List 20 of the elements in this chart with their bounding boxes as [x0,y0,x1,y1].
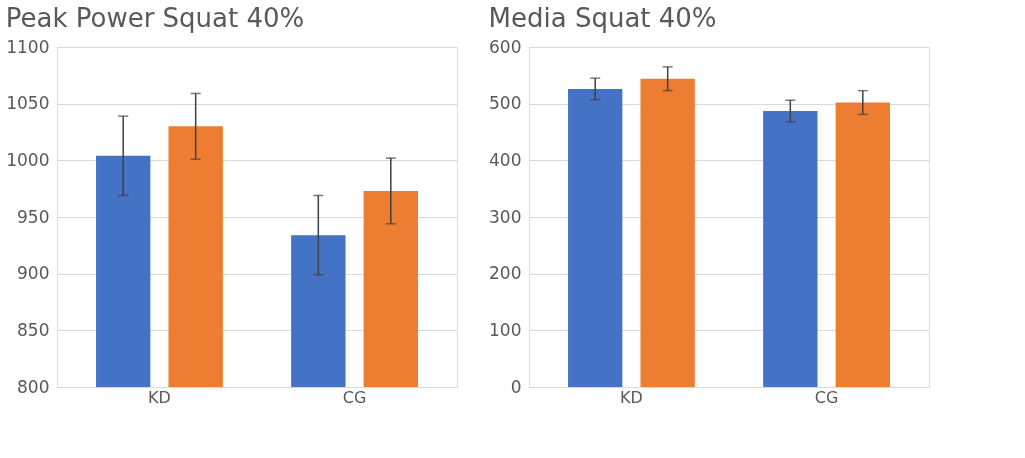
y-tick-label: 800 [17,376,50,397]
y-tick-label: 600 [489,36,522,57]
x-tick-label: KD [148,387,171,407]
x-tick-label: CG [814,387,839,407]
y-tick-label: 200 [489,263,522,284]
y-tick-label: 850 [17,319,50,340]
y-tick-label: 500 [489,93,522,114]
y-tick-label: 400 [489,149,522,170]
y-tick-label: 900 [17,263,50,284]
y-tick-label: 0 [510,376,522,397]
y-tick-label: 100 [489,319,522,340]
chart-title: Peak Power Squat 40% [5,3,305,33]
chart-title: Media Squat 40% [488,3,717,33]
y-tick-label: 1000 [6,149,50,170]
x-tick-label: KD [620,387,643,407]
y-tick-label: 950 [17,206,50,227]
y-tick-label: 1050 [6,93,50,114]
y-tick-label: 300 [489,206,522,227]
x-tick-label: CG [342,387,367,407]
y-tick-label: 1100 [6,36,50,57]
